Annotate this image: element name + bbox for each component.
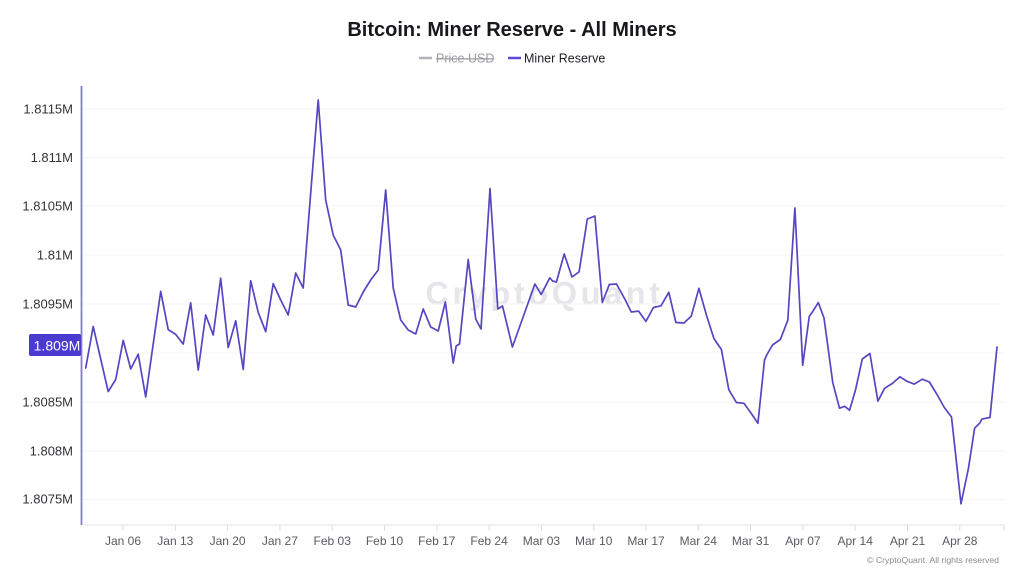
- svg-text:Apr 14: Apr 14: [838, 534, 874, 548]
- svg-text:1.81M: 1.81M: [37, 248, 73, 263]
- svg-text:Feb 17: Feb 17: [418, 534, 456, 548]
- svg-text:Mar 31: Mar 31: [732, 534, 770, 548]
- svg-text:Mar 03: Mar 03: [523, 534, 561, 548]
- svg-text:Jan 13: Jan 13: [157, 534, 193, 548]
- svg-text:1.809M: 1.809M: [34, 338, 81, 354]
- svg-text:Bitcoin: Miner Reserve - All M: Bitcoin: Miner Reserve - All Miners: [347, 19, 676, 41]
- svg-text:1.811M: 1.811M: [31, 150, 73, 165]
- svg-text:1.8095M: 1.8095M: [22, 297, 73, 312]
- svg-text:1.8085M: 1.8085M: [22, 395, 73, 410]
- svg-text:Mar 17: Mar 17: [627, 534, 665, 548]
- svg-text:Jan 20: Jan 20: [210, 534, 246, 548]
- svg-text:Jan 27: Jan 27: [262, 534, 298, 548]
- svg-text:Apr 28: Apr 28: [942, 534, 978, 548]
- svg-text:1.8115M: 1.8115M: [23, 102, 73, 117]
- svg-text:1.8105M: 1.8105M: [22, 199, 73, 214]
- svg-text:Mar 10: Mar 10: [575, 534, 613, 548]
- svg-text:Feb 03: Feb 03: [314, 534, 352, 548]
- svg-text:Mar 24: Mar 24: [680, 534, 718, 548]
- svg-text:Feb 24: Feb 24: [470, 534, 508, 548]
- svg-text:Miner Reserve: Miner Reserve: [524, 52, 605, 66]
- svg-text:© CryptoQuant. All rights rese: © CryptoQuant. All rights reserved: [867, 555, 999, 565]
- svg-text:1.8075M: 1.8075M: [22, 492, 73, 507]
- svg-text:Feb 10: Feb 10: [366, 534, 404, 548]
- svg-text:Jan 06: Jan 06: [105, 534, 141, 548]
- svg-text:Price USD: Price USD: [436, 52, 494, 66]
- svg-text:Apr 07: Apr 07: [785, 534, 821, 548]
- svg-text:Apr 21: Apr 21: [890, 534, 926, 548]
- svg-text:1.808M: 1.808M: [30, 444, 73, 459]
